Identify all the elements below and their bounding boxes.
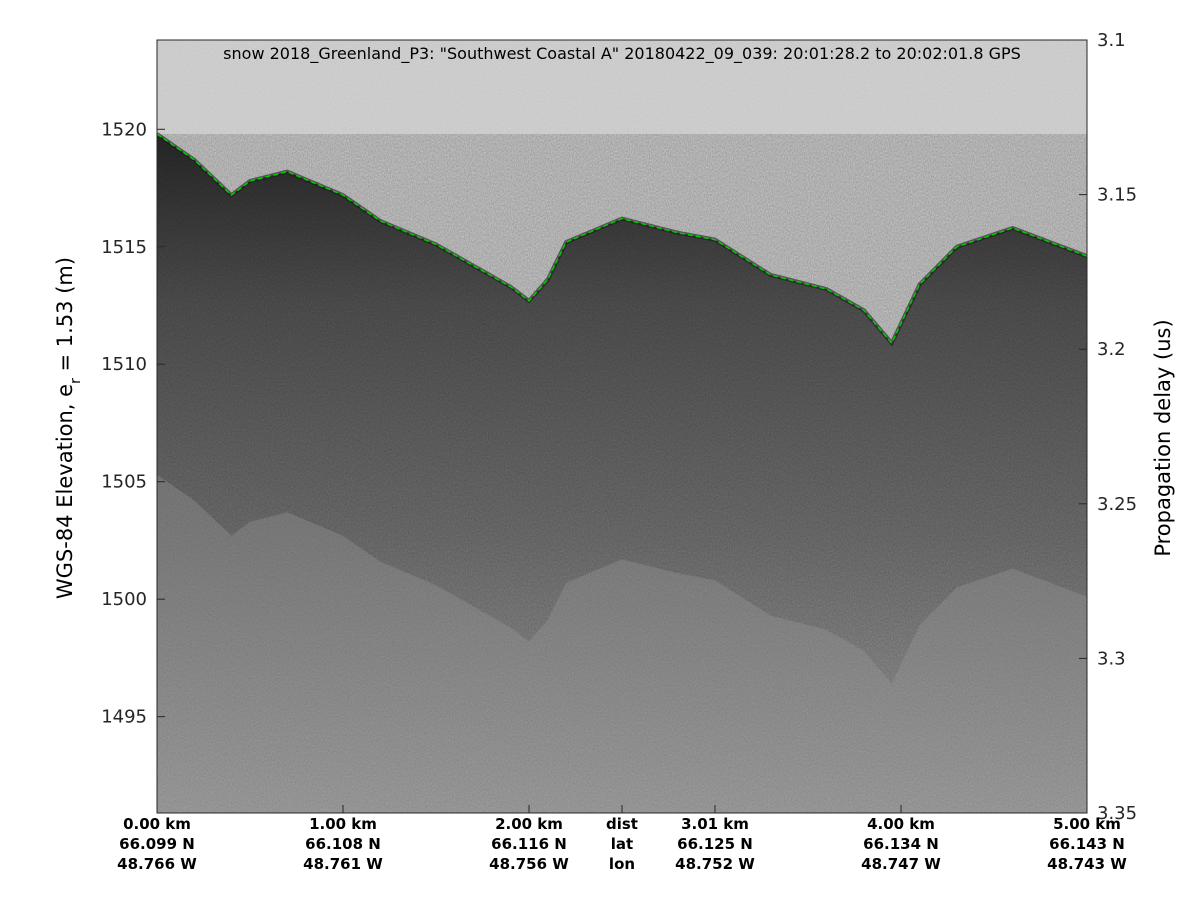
x-tick-dist: 5.00 km bbox=[1053, 815, 1121, 833]
x-tick-lat: 66.125 N bbox=[677, 835, 753, 853]
right-axis: 3.1 3.15 3.2 3.25 3.3 3.35 bbox=[1079, 30, 1137, 824]
right-tick-label: 3.15 bbox=[1097, 185, 1137, 206]
x-tick-lon: 48.766 W bbox=[117, 855, 197, 873]
chart-title: snow 2018_Greenland_P3: "Southwest Coast… bbox=[223, 44, 1021, 64]
x-tick-lon: 48.743 W bbox=[1047, 855, 1127, 873]
left-tick-label: 1505 bbox=[101, 472, 147, 493]
left-tick-label: 1510 bbox=[101, 354, 147, 375]
left-axis-label: WGS-84 Elevation, er = 1.53 (m) bbox=[53, 257, 84, 599]
x-tick-lat: lat bbox=[611, 835, 633, 853]
x-tick-lon: 48.756 W bbox=[489, 855, 569, 873]
x-tick-lat: 66.116 N bbox=[491, 835, 567, 853]
left-tick-label: 1515 bbox=[101, 237, 147, 258]
x-tick-dist: 1.00 km bbox=[309, 815, 377, 833]
plot-area bbox=[157, 40, 1087, 813]
x-axis: 0.00 km 66.099 N 48.766 W 1.00 km 66.108 N 48… bbox=[117, 805, 1127, 873]
x-tick-lat: 66.134 N bbox=[863, 835, 939, 853]
x-tick-lon: 48.761 W bbox=[303, 855, 383, 873]
left-axis: 1495 1500 1505 1510 1515 1520 bbox=[101, 119, 165, 728]
right-tick-label: 3.3 bbox=[1097, 648, 1126, 669]
right-tick-label: 3.35 bbox=[1097, 803, 1137, 824]
left-tick-label: 1500 bbox=[101, 589, 147, 610]
x-tick-lon: 48.752 W bbox=[675, 855, 755, 873]
right-tick-label: 3.1 bbox=[1097, 30, 1126, 51]
x-tick-dist: 2.00 km bbox=[495, 815, 563, 833]
left-tick-label: 1495 bbox=[101, 707, 147, 728]
x-tick-dist: 3.01 km bbox=[681, 815, 749, 833]
x-tick-lon: lon bbox=[609, 855, 635, 873]
x-tick-dist: dist bbox=[606, 815, 638, 833]
x-tick-dist: 0.00 km bbox=[123, 815, 191, 833]
x-tick-lat: 66.108 N bbox=[305, 835, 381, 853]
firn-echo-speckle bbox=[157, 134, 1087, 813]
deep-layer-band bbox=[157, 474, 1087, 813]
surface-pick-dashed bbox=[157, 133, 1087, 345]
surface-pick-line bbox=[157, 132, 1087, 347]
left-tick-label: 1520 bbox=[101, 119, 147, 140]
x-tick-lat: 66.099 N bbox=[119, 835, 195, 853]
x-tick-lon: 48.747 W bbox=[861, 855, 941, 873]
right-axis-label: Propagation delay (us) bbox=[1151, 319, 1175, 556]
x-tick-lat: 66.143 N bbox=[1049, 835, 1125, 853]
x-tick-dist: 4.00 km bbox=[867, 815, 935, 833]
right-tick-label: 3.2 bbox=[1097, 339, 1126, 360]
right-tick-label: 3.25 bbox=[1097, 494, 1137, 515]
